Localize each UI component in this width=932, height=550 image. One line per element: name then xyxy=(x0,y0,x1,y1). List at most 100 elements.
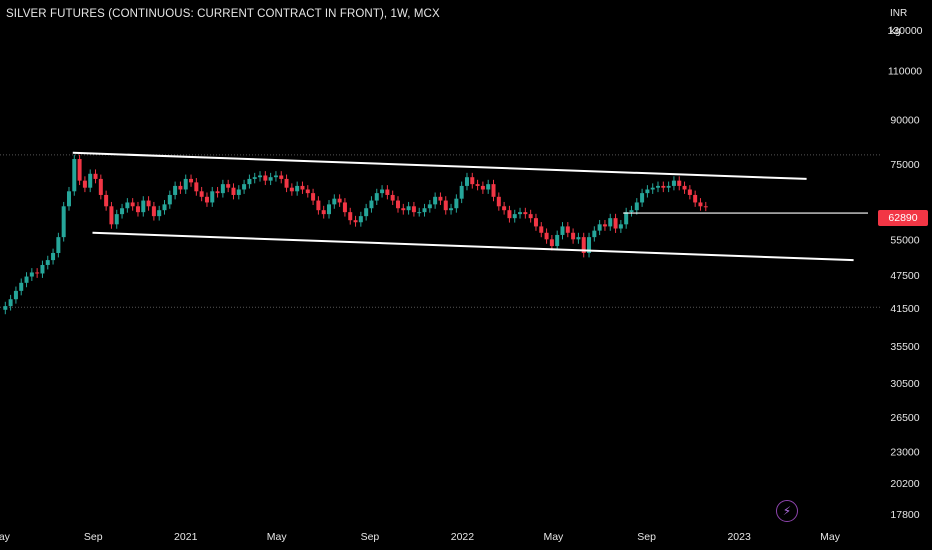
time-tick-label: May xyxy=(267,531,288,543)
candle-body xyxy=(120,208,125,215)
candle-body xyxy=(194,182,199,192)
candle-body xyxy=(236,189,241,195)
candle-body xyxy=(300,185,305,190)
candle-6 xyxy=(35,268,40,278)
candle-123 xyxy=(656,181,661,193)
candle-3 xyxy=(19,278,24,296)
candle-body xyxy=(698,202,703,207)
candle-body xyxy=(491,184,496,197)
price-tick-label: 55000 xyxy=(890,234,919,246)
candle-body xyxy=(443,200,448,211)
candle-body xyxy=(374,193,379,201)
candle-body xyxy=(703,206,708,208)
last-price-tag: 62890 xyxy=(878,210,928,226)
candle-body xyxy=(321,210,326,215)
candle-body xyxy=(353,220,358,223)
trendlines xyxy=(72,151,868,262)
time-axis[interactable]: May Sep 2021 May Sep 2022 May Sep 2023 May xyxy=(0,531,841,543)
candle-body xyxy=(72,159,77,192)
candle-108 xyxy=(576,232,581,244)
candle-body xyxy=(130,202,135,207)
candle-body xyxy=(51,252,56,261)
candle-body xyxy=(3,306,8,310)
candle-body xyxy=(661,185,666,188)
candle-79 xyxy=(422,203,427,217)
candle-body xyxy=(104,194,109,207)
candle-body xyxy=(592,230,597,238)
price-tick-label: 75000 xyxy=(890,159,919,171)
candle-body xyxy=(35,272,40,274)
candle-31 xyxy=(167,190,172,209)
candle-59 xyxy=(316,196,321,215)
candle-body xyxy=(369,200,374,209)
candle-49 xyxy=(263,171,268,186)
candle-40 xyxy=(215,186,220,198)
candle-9 xyxy=(51,248,56,265)
candle-92 xyxy=(491,179,496,202)
candle-127 xyxy=(677,176,682,191)
candle-body xyxy=(61,206,66,238)
candle-body xyxy=(242,184,247,190)
candle-body xyxy=(183,178,188,190)
candle-0 xyxy=(3,301,8,315)
price-tick-label: 90000 xyxy=(890,114,919,126)
candle-body xyxy=(311,193,316,201)
price-tick-label: 23000 xyxy=(890,446,919,458)
candle-body xyxy=(571,232,576,240)
candle-120 xyxy=(640,188,645,207)
candle-88 xyxy=(470,172,475,189)
chart-title: SILVER FUTURES (CONTINUOUS: CURRENT CONT… xyxy=(6,8,440,20)
candle-107 xyxy=(571,228,576,244)
candle-63 xyxy=(337,194,342,207)
candle-54 xyxy=(289,183,294,196)
candle-60 xyxy=(321,205,326,219)
candle-body xyxy=(13,290,18,300)
candle-84 xyxy=(449,203,454,215)
lightning-bolt-icon[interactable]: ⚡ xyxy=(776,500,798,522)
candle-body xyxy=(576,237,581,240)
candle-body xyxy=(56,237,61,253)
candle-body xyxy=(98,178,103,195)
price-tick-label: 26500 xyxy=(890,412,919,424)
candle-body xyxy=(66,191,71,207)
candle-body xyxy=(629,210,634,213)
price-axis[interactable]: 17800 20200 23000 26500 30500 35500 41500 47500… xyxy=(887,25,922,521)
candle-body xyxy=(459,185,464,199)
candle-body xyxy=(263,175,268,181)
time-tick-label: 2023 xyxy=(727,531,751,543)
candle-87 xyxy=(464,172,469,191)
candle-78 xyxy=(417,207,422,217)
candle-body xyxy=(199,191,204,197)
candle-82 xyxy=(438,192,443,205)
unit-label: kg xyxy=(890,26,901,37)
candle-109 xyxy=(581,232,586,258)
candle-118 xyxy=(629,205,634,217)
candle-74 xyxy=(395,196,400,213)
candle-51 xyxy=(273,171,278,182)
candle-94 xyxy=(502,201,507,215)
candle-body xyxy=(539,226,544,233)
candle-body xyxy=(358,216,363,223)
candle-14 xyxy=(77,154,82,186)
candle-body xyxy=(289,187,294,192)
candle-103 xyxy=(549,234,554,251)
candle-28 xyxy=(151,201,156,221)
candle-29 xyxy=(157,205,162,221)
candle-body xyxy=(464,177,469,186)
candle-105 xyxy=(560,222,565,240)
time-tick-label: Sep xyxy=(84,531,103,543)
candle-body xyxy=(82,180,87,188)
candle-10 xyxy=(56,232,61,258)
candle-body xyxy=(258,175,263,178)
candle-104 xyxy=(555,230,560,251)
candle-37 xyxy=(199,186,204,202)
candle-114 xyxy=(608,213,613,231)
candle-body xyxy=(438,196,443,201)
candle-body xyxy=(693,194,698,203)
candle-body xyxy=(518,212,523,215)
candle-body xyxy=(316,200,321,211)
candle-121 xyxy=(645,185,650,198)
candle-11 xyxy=(61,201,66,242)
candle-body xyxy=(486,184,491,190)
